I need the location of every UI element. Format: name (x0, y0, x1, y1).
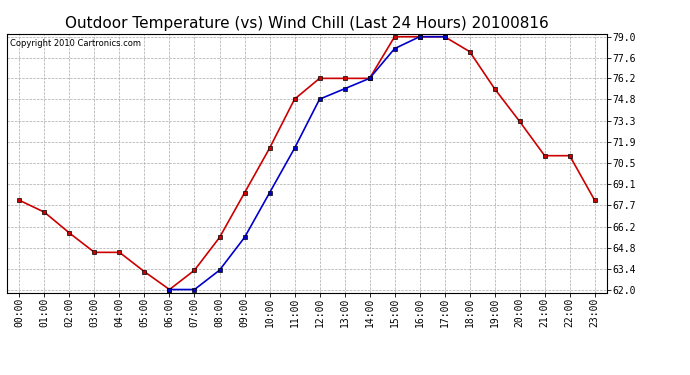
Title: Outdoor Temperature (vs) Wind Chill (Last 24 Hours) 20100816: Outdoor Temperature (vs) Wind Chill (Las… (65, 16, 549, 31)
Text: Copyright 2010 Cartronics.com: Copyright 2010 Cartronics.com (10, 39, 141, 48)
